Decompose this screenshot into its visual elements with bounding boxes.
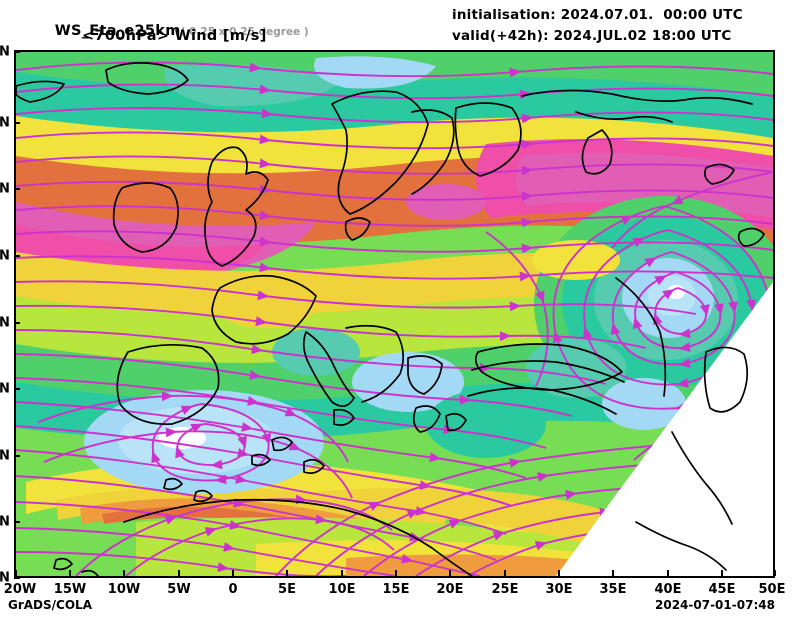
x-axis-label: 20E	[436, 582, 464, 597]
x-axis-label: 5E	[278, 582, 296, 597]
x-axis-label: 15E	[382, 582, 410, 597]
coastline-layer	[16, 62, 765, 576]
y-tick	[14, 388, 20, 390]
y-axis-label: N	[0, 248, 10, 264]
y-axis-label: N	[0, 448, 10, 464]
level-variable-subtitle: <700hPa> Wind [m/s]	[82, 28, 267, 44]
x-axis-label: 10W	[107, 582, 141, 597]
streamline-layer	[16, 61, 773, 576]
x-axis-label: 20W	[3, 582, 37, 597]
x-axis-label: 10E	[328, 582, 356, 597]
model-title: WS_Eta_e25km( 0.25 x 0.25 degree )	[44, 7, 309, 39]
x-tick	[286, 570, 288, 576]
x-tick	[232, 570, 234, 576]
y-axis-label: N	[0, 570, 10, 586]
producer-credit: GrADS/COLA	[8, 598, 92, 612]
y-axis-label: N	[0, 115, 10, 131]
y-tick	[14, 122, 20, 124]
x-tick	[395, 570, 397, 576]
y-axis-label: N	[0, 315, 10, 331]
x-tick	[667, 570, 669, 576]
y-tick	[14, 455, 20, 457]
x-axis-label: 25E	[491, 582, 519, 597]
x-axis-label: 5W	[167, 582, 191, 597]
y-tick	[14, 521, 20, 523]
x-tick	[15, 570, 17, 576]
map-clip	[16, 52, 773, 576]
generation-timestamp: 2024-07-01-07:48	[655, 598, 775, 612]
x-axis-label: 15W	[53, 582, 87, 597]
x-axis-label: 50E	[758, 582, 786, 597]
model-name: WS_Eta_e25km	[54, 23, 181, 39]
x-axis-label: 30E	[545, 582, 573, 597]
x-tick	[504, 570, 506, 576]
y-tick	[14, 51, 20, 53]
y-axis-label: N	[0, 181, 10, 197]
y-axis-label: N	[0, 381, 10, 397]
x-tick	[449, 570, 451, 576]
x-tick	[774, 570, 776, 576]
initialisation-time: initialisation: 2024.07.01. 00:00 UTC	[452, 7, 743, 23]
x-tick	[721, 570, 723, 576]
x-axis-label: 45E	[708, 582, 736, 597]
x-axis-label: 35E	[599, 582, 627, 597]
x-tick	[341, 570, 343, 576]
x-axis-label: 0	[228, 582, 238, 597]
wind-speed-map	[16, 52, 773, 576]
y-axis-label: N	[0, 514, 10, 530]
y-tick	[14, 188, 20, 190]
y-tick	[14, 255, 20, 257]
model-resolution: ( 0.25 x 0.25 degree )	[180, 26, 309, 38]
y-tick	[14, 322, 20, 324]
x-tick	[123, 570, 125, 576]
map-plot-area[interactable]	[14, 50, 775, 578]
x-tick	[558, 570, 560, 576]
y-axis-label: N	[0, 44, 10, 60]
x-axis-label: 40E	[654, 582, 682, 597]
valid-time: valid(+42h): 2024.JUL.02 18:00 UTC	[452, 28, 732, 44]
y-tick	[14, 577, 20, 579]
x-tick	[178, 570, 180, 576]
x-tick	[69, 570, 71, 576]
x-tick	[612, 570, 614, 576]
